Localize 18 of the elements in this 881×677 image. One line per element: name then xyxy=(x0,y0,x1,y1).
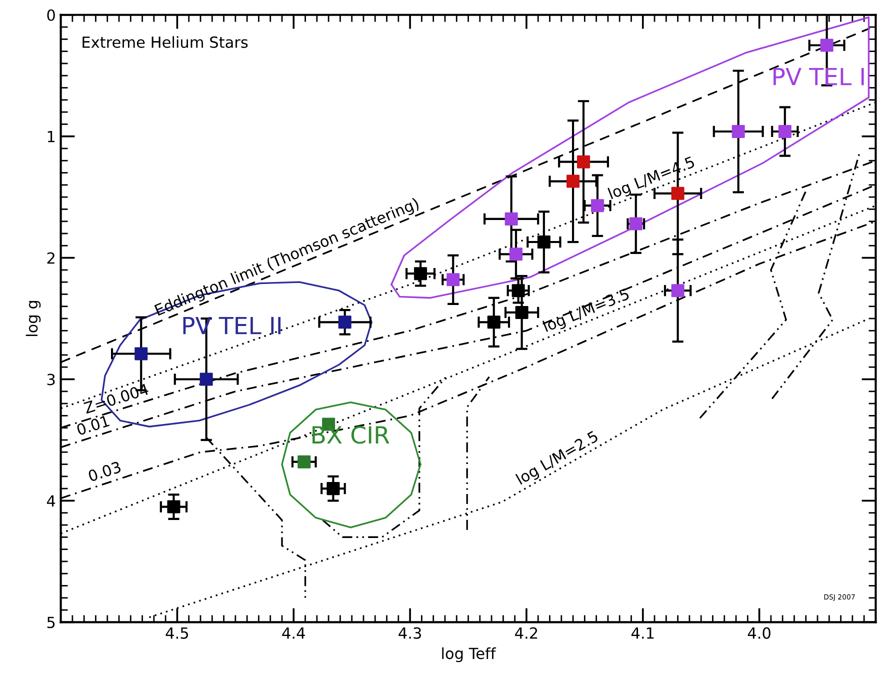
y-tick-label: 3 xyxy=(47,374,55,386)
y-tick-label: 2 xyxy=(47,252,54,264)
annotation: 0.01 xyxy=(76,414,110,436)
y-tick-label: 1 xyxy=(48,131,55,142)
x-tick-label: 4.5 xyxy=(166,627,188,639)
x-tick-label: 4.2 xyxy=(515,627,538,639)
x-tick-label: 4.3 xyxy=(398,627,421,639)
annotation: Extreme Helium Stars xyxy=(82,36,248,48)
x-tick-label: 4.0 xyxy=(748,627,770,639)
x-tick-label: 4.1 xyxy=(631,627,654,639)
y-axis-title: log g xyxy=(26,300,41,336)
y-tick-label: 0 xyxy=(47,9,55,21)
y-tick-label: 5 xyxy=(47,616,55,628)
annotation: BX CIR xyxy=(312,426,390,444)
annotation: 0.03 xyxy=(88,460,122,482)
x-axis-title: log Teff xyxy=(442,647,496,662)
y-tick-label: 4 xyxy=(46,495,56,507)
x-tick-label: 4.4 xyxy=(282,627,305,639)
